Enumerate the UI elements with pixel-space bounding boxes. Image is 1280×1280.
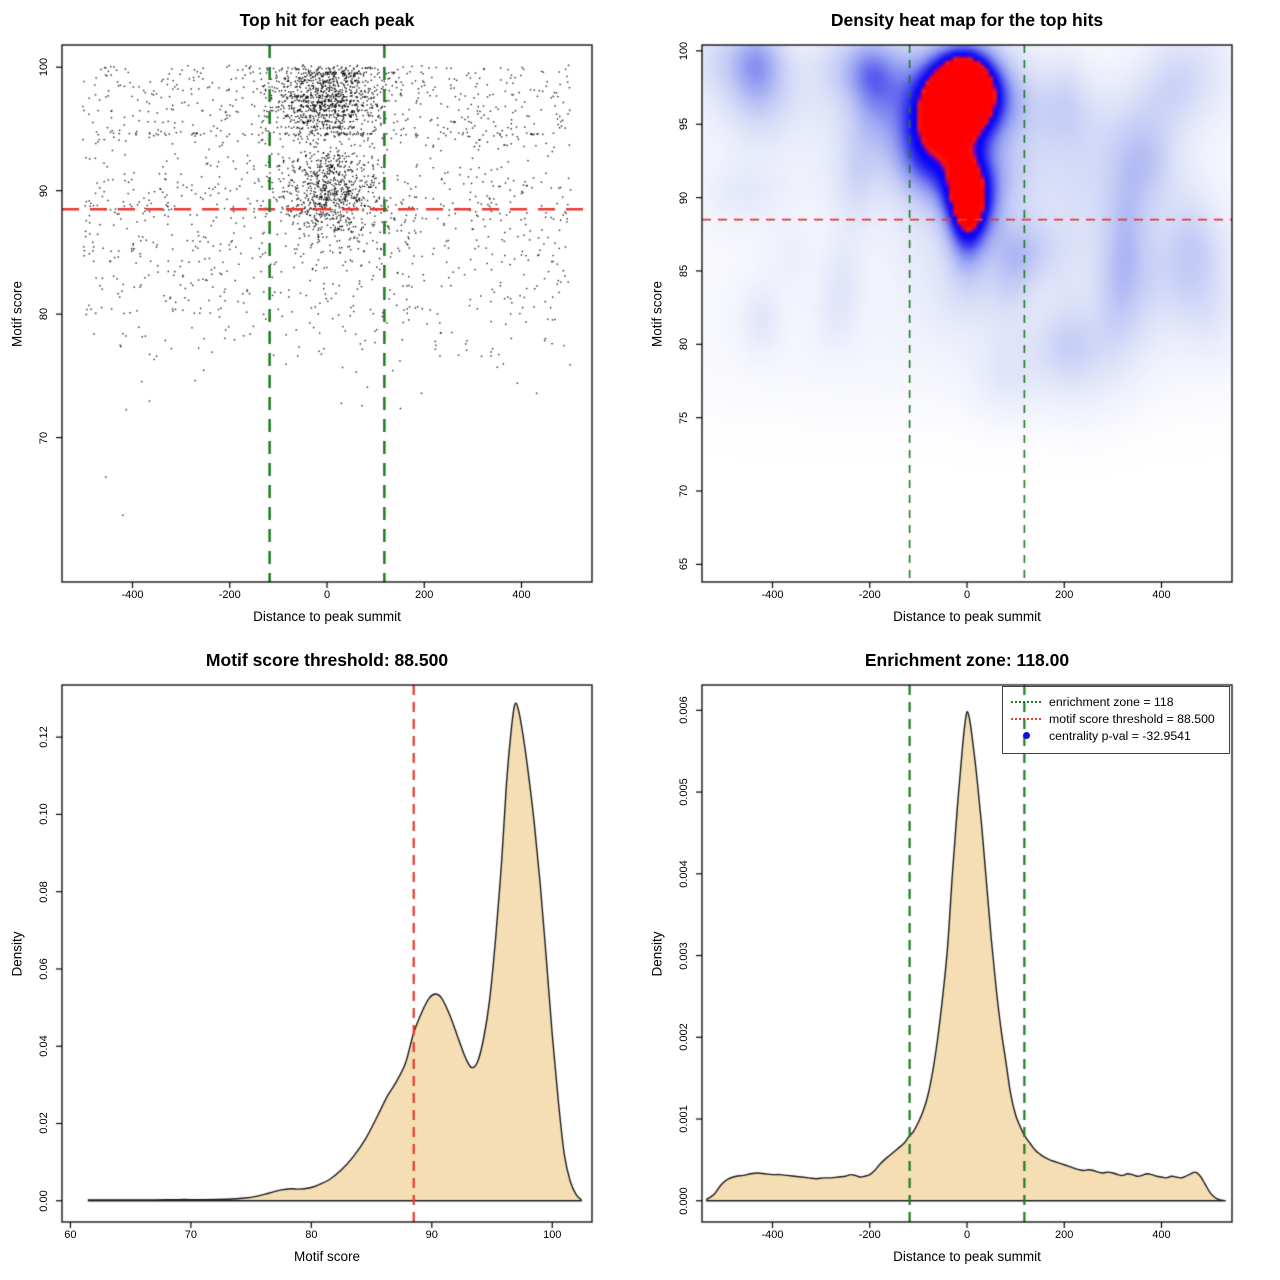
x-tick-label: -200	[218, 589, 241, 601]
y-tick-label: 0.02	[38, 1112, 50, 1135]
x-axis-label: Distance to peak summit	[893, 1249, 1041, 1264]
y-tick-label: 90	[678, 191, 690, 204]
x-tick-label: 70	[184, 1229, 197, 1241]
legend-label: centrality p-val = -32.9541	[1049, 728, 1191, 743]
legend-sample	[1003, 717, 1049, 720]
x-tick-label: -400	[761, 589, 784, 601]
y-tick-label: 0.003	[678, 941, 690, 970]
y-tick-label: 0.00	[38, 1190, 50, 1212]
legend-item-centrality-pval: centrality p-val = -32.9541	[1003, 727, 1229, 744]
y-tick-label: 0.10	[38, 803, 50, 826]
red-dotted-line-icon	[1011, 717, 1041, 720]
heatmap-plot-canvas	[640, 0, 1280, 640]
y-tick-label: 100	[678, 41, 690, 61]
x-tick-label: 400	[1152, 589, 1171, 601]
legend-item-motif-threshold: motif score threshold = 88.500	[1003, 710, 1229, 727]
scatter-plot-canvas	[0, 0, 640, 640]
x-tick-label: 200	[1055, 1229, 1074, 1241]
y-tick-label: 0.004	[678, 860, 690, 888]
y-tick-label: 80	[38, 307, 50, 321]
x-tick-label: 100	[543, 1229, 562, 1241]
plot-title: Motif score threshold: 88.500	[205, 650, 449, 670]
y-tick-label: 0.001	[678, 1105, 690, 1133]
x-tick-label: 200	[415, 589, 434, 601]
x-tick-label: 80	[305, 1229, 318, 1241]
legend-label: enrichment zone = 118	[1049, 694, 1174, 709]
plot-title: Density heat map for the top hits	[830, 10, 1104, 30]
y-axis-label: Motif score	[649, 280, 665, 348]
panel-enrichment-zone-density: Enrichment zone: 118.00 Distance to peak…	[640, 640, 1280, 1280]
x-axis-label: Distance to peak summit	[893, 609, 1041, 624]
x-tick-label: 0	[963, 589, 971, 601]
x-tick-label: 200	[1055, 589, 1074, 601]
y-axis-label: Density	[649, 931, 665, 977]
x-tick-label: 400	[1152, 1229, 1171, 1241]
y-tick-label: 0.06	[38, 958, 50, 980]
x-tick-label: 0	[323, 589, 331, 601]
density-plot-canvas	[640, 640, 1280, 1280]
x-axis-label: Distance to peak summit	[253, 609, 401, 624]
y-tick-label: 0.006	[678, 696, 690, 725]
y-tick-label: 70	[678, 484, 690, 498]
y-tick-label: 0.08	[38, 880, 50, 903]
y-tick-label: 90	[38, 184, 50, 197]
y-tick-label: 80	[678, 338, 690, 351]
legend-label: motif score threshold = 88.500	[1049, 711, 1215, 726]
legend-item-enrichment-zone: enrichment zone = 118	[1003, 693, 1229, 710]
y-tick-label: 95	[678, 118, 690, 131]
x-tick-label: 400	[512, 589, 531, 601]
y-axis-label: Motif score	[9, 280, 25, 348]
x-tick-label: -400	[761, 1229, 784, 1241]
blue-dot-icon	[1022, 732, 1030, 739]
x-tick-label: -200	[858, 1229, 881, 1241]
legend-sample	[1003, 700, 1049, 703]
plot-title: Enrichment zone: 118.00	[864, 650, 1070, 670]
y-tick-label: 0.005	[678, 778, 690, 806]
x-tick-label: -400	[121, 589, 144, 601]
x-tick-label: 0	[963, 1229, 971, 1241]
y-axis-label: Density	[9, 931, 25, 977]
panel-top-hit-scatter: Top hit for each peak Distance to peak s…	[0, 0, 640, 640]
y-tick-label: 75	[678, 411, 690, 424]
plot-legend: enrichment zone = 118 motif score thresh…	[1002, 686, 1230, 754]
y-tick-label: 0.000	[678, 1186, 690, 1215]
x-axis-label: Motif score	[293, 1249, 361, 1264]
density-plot-canvas	[0, 640, 640, 1280]
y-tick-label: 0.12	[38, 726, 50, 748]
panel-density-heatmap: Density heat map for the top hits Distan…	[640, 0, 1280, 640]
green-dotted-line-icon	[1011, 700, 1041, 703]
y-tick-label: 65	[678, 558, 690, 571]
y-tick-label: 0.002	[678, 1023, 690, 1052]
x-tick-label: 60	[64, 1229, 77, 1241]
y-tick-label: 85	[678, 264, 690, 278]
panel-motif-score-density: Motif score threshold: 88.500 Motif scor…	[0, 640, 640, 1280]
y-tick-label: 0.04	[38, 1035, 50, 1057]
y-tick-label: 70	[38, 431, 50, 444]
x-tick-label: 90	[425, 1229, 438, 1241]
x-tick-label: -200	[858, 589, 881, 601]
legend-sample	[1003, 732, 1049, 739]
y-tick-label: 100	[38, 58, 50, 77]
plot-title: Top hit for each peak	[239, 10, 415, 30]
